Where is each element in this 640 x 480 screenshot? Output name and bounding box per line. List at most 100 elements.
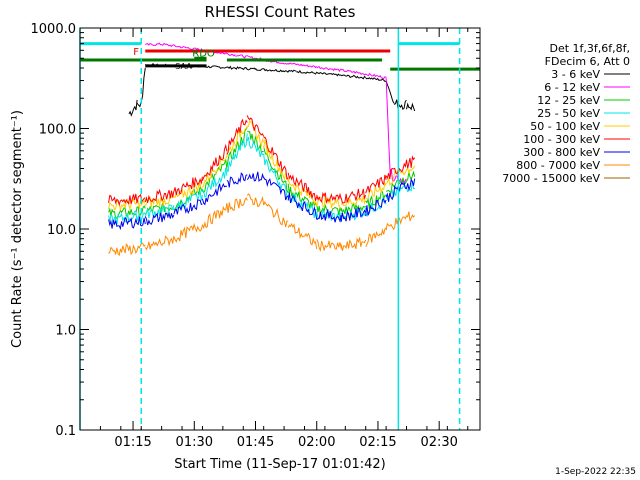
series-segment-12-25-kev: [226, 127, 248, 168]
x-tick-label: 02:30: [420, 435, 457, 450]
series-segment-12-25-kev: [385, 179, 399, 195]
series-segment-25-50-kev: [202, 167, 228, 198]
series-25-50-kev: [108, 133, 415, 225]
series-segment-100-300-kev: [385, 167, 399, 180]
x-tick-label: 02:00: [298, 435, 335, 450]
series-segment-100-300-kev: [173, 176, 203, 196]
series-segment-300-800-kev: [246, 171, 265, 182]
flag-label-f: F: [133, 47, 139, 58]
series-800-7000-kev: [108, 193, 416, 257]
series-segment-25-50-kev: [108, 209, 146, 225]
series-segment-100-300-kev: [340, 188, 367, 204]
series-segment-300-800-kev: [340, 207, 367, 222]
series-segment-100-300-kev: [226, 118, 248, 155]
series-segment-100-300-kev: [397, 155, 416, 173]
series-segment-12-25-kev: [144, 200, 175, 215]
series-segment-800-7000-kev: [316, 239, 342, 253]
y-tick-label: 10.0: [47, 223, 76, 238]
legend-label-800-7000-kev: 800 - 7000 keV: [516, 159, 600, 172]
series-segment-800-7000-kev: [144, 235, 175, 251]
series-segment-50-100-kev: [340, 195, 367, 207]
series-segment-50-100-kev: [201, 155, 228, 189]
series-segment-3-6-kev: [365, 77, 387, 82]
series-segment-300-800-kev: [316, 208, 342, 223]
series-segment-50-100-kev: [385, 169, 399, 186]
series-layer: [108, 42, 416, 257]
series-segment-800-7000-kev: [108, 242, 146, 257]
series-segment-300-800-kev: [385, 184, 399, 202]
series-segment-25-50-kev: [246, 136, 264, 158]
y-axis-label: Count Rate (s⁻¹ detector segment⁻¹): [10, 110, 25, 348]
y-tick-label: 1.0: [55, 324, 76, 339]
series-segment-300-800-kev: [201, 182, 227, 206]
x-axis-label: Start Time (11-Sep-17 01:01:42): [174, 457, 385, 472]
x-tick-label: 01:30: [176, 435, 213, 450]
footer-timestamp: 1-Sep-2022 22:35: [555, 467, 636, 477]
series-segment-100-300-kev: [201, 143, 228, 181]
series-segment-100-300-kev: [246, 115, 265, 137]
legend-label-6-12-kev: 6 - 12 keV: [544, 81, 600, 94]
series-segment-800-7000-kev: [340, 237, 367, 251]
series-segment-50-100-kev: [397, 165, 416, 176]
series-segment-100-300-kev: [316, 191, 342, 203]
series-segment-12-25-kev: [247, 130, 264, 153]
series-segment-300-800-kev: [365, 198, 387, 217]
series-segment-25-50-kev: [287, 194, 317, 219]
series-segment-6-12-kev: [316, 65, 358, 74]
series-segment-100-300-kev: [263, 136, 289, 180]
series-segment-6-12-kev: [385, 77, 391, 176]
series-segment-6-12-kev: [235, 54, 256, 60]
series-segment-50-100-kev: [144, 193, 175, 208]
series-segment-3-6-kev: [296, 69, 338, 76]
series-segment-800-7000-kev: [385, 217, 399, 231]
series-segment-100-300-kev: [365, 174, 387, 194]
series-segment-12-25-kev: [201, 159, 228, 194]
series-segment-12-25-kev: [398, 170, 416, 185]
series-segment-25-50-kev: [144, 204, 175, 219]
series-segment-12-25-kev: [365, 189, 387, 209]
series-segment-6-12-kev: [161, 42, 195, 50]
legend: Det 1f,3f,6f,8f,FDecim 6, Att 03 - 6 keV…: [502, 42, 630, 185]
series-segment-300-800-kev: [108, 216, 146, 231]
series-segment-50-100-kev: [365, 181, 387, 200]
series-segment-3-6-kev: [406, 102, 416, 112]
series-3-6-kev: [128, 63, 416, 117]
x-tick-label: 01:15: [114, 435, 151, 450]
series-segment-25-50-kev: [340, 207, 367, 221]
series-segment-800-7000-kev: [398, 211, 416, 226]
series-segment-50-100-kev: [263, 138, 289, 182]
series-segment-300-800-kev: [263, 177, 289, 201]
series-segment-800-7000-kev: [287, 222, 318, 249]
series-segment-100-300-kev: [108, 193, 146, 207]
series-segment-300-800-kev: [173, 199, 203, 215]
x-tick-label: 02:15: [359, 435, 396, 450]
series-segment-6-12-kev: [357, 71, 387, 80]
series-segment-800-7000-kev: [173, 222, 203, 243]
series-12-25-kev: [108, 127, 416, 221]
flag-label-saa: SAA: [175, 62, 192, 71]
series-segment-6-12-kev: [145, 42, 162, 47]
series-segment-800-7000-kev: [201, 203, 228, 230]
series-segment-800-7000-kev: [246, 193, 265, 208]
series-segment-300-800-kev: [287, 192, 318, 220]
flag-label-rdo: RDO: [192, 48, 215, 59]
series-segment-3-6-kev: [393, 99, 407, 111]
series-segment-12-25-kev: [340, 202, 366, 215]
series-segment-3-6-kev: [385, 80, 395, 104]
legend-header: Det 1f,3f,6f,8f,: [549, 42, 630, 55]
series-segment-6-12-kev: [275, 60, 318, 69]
legend-label-50-100-kev: 50 - 100 keV: [530, 120, 600, 133]
series-segment-50-100-kev: [316, 196, 342, 209]
series-segment-100-300-kev: [287, 172, 318, 201]
series-segment-3-6-kev: [255, 68, 297, 73]
legend-label-100-300-kev: 100 - 300 keV: [523, 133, 600, 146]
series-segment-3-6-kev: [128, 99, 138, 117]
legend-header: FDecim 6, Att 0: [545, 55, 630, 68]
chart-title: RHESSI Count Rates: [205, 3, 356, 21]
x-tick-label: 01:45: [237, 435, 274, 450]
y-tick-label: 100.0: [39, 123, 76, 138]
legend-label-12-25-kev: 12 - 25 keV: [537, 94, 600, 107]
series-segment-50-100-kev: [173, 180, 203, 198]
series-300-800-kev: [108, 171, 416, 231]
